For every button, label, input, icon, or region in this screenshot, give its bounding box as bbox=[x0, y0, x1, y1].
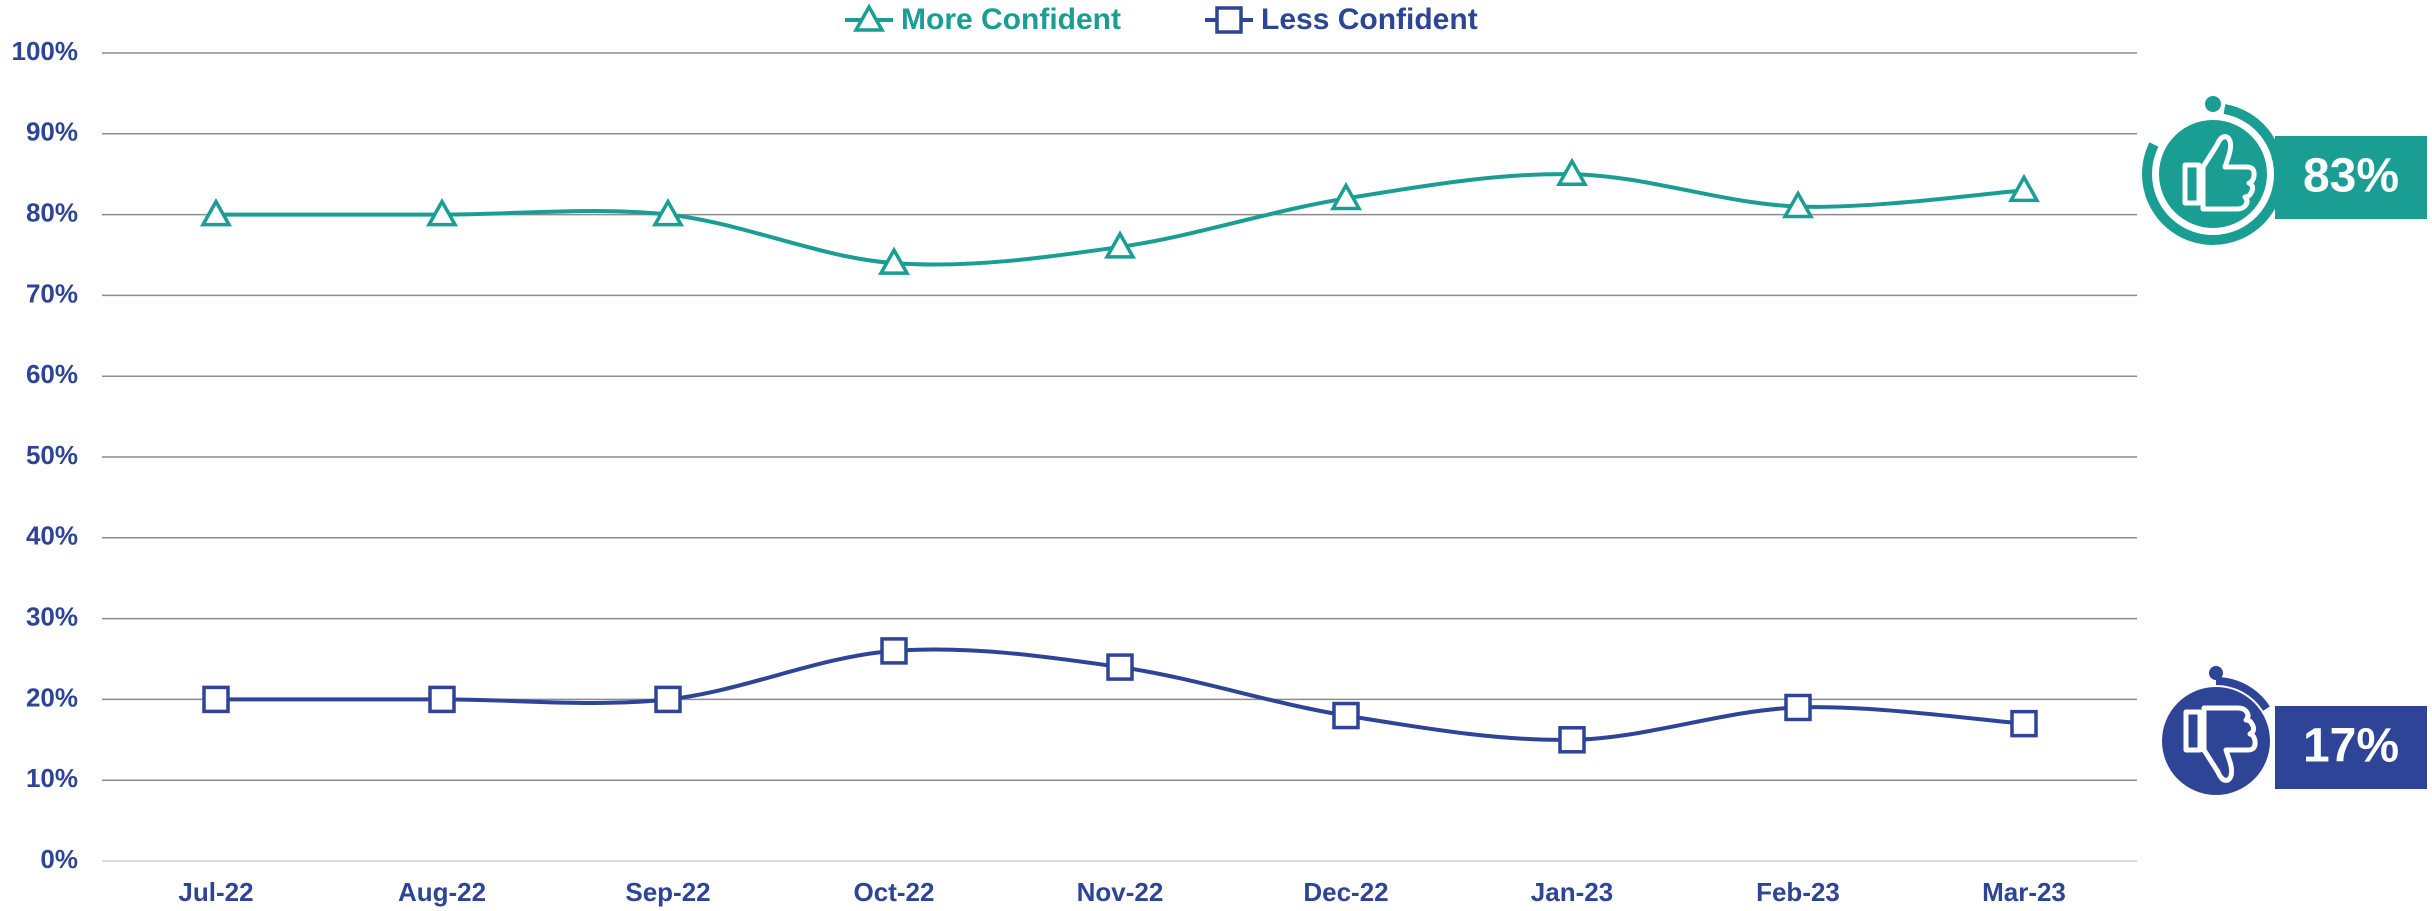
legend-label: Less Confident bbox=[1261, 3, 1478, 36]
data-point bbox=[1104, 230, 1136, 259]
data-point bbox=[1784, 693, 1812, 722]
y-tick-label: 40% bbox=[26, 521, 78, 551]
annotation: 83% bbox=[2303, 150, 2399, 203]
data-point bbox=[880, 637, 908, 665]
badge-ring bbox=[2152, 677, 2280, 805]
data-point bbox=[654, 685, 682, 714]
data-point bbox=[1558, 726, 1586, 754]
data-point bbox=[878, 246, 910, 275]
badge-dot bbox=[2209, 666, 2223, 680]
badge-down: 17% bbox=[2152, 666, 2427, 805]
data-point bbox=[426, 198, 458, 227]
data-point bbox=[2008, 173, 2040, 203]
x-tick-label: Jan-23 bbox=[1531, 877, 1613, 907]
badge-box bbox=[2275, 706, 2427, 789]
x-tick-label: Jul-22 bbox=[178, 877, 253, 907]
y-tick-label: 30% bbox=[26, 601, 78, 631]
data-point bbox=[428, 685, 456, 714]
y-tick-label: 80% bbox=[26, 197, 78, 227]
thumb-up-icon bbox=[2182, 134, 2257, 212]
data-point bbox=[2010, 709, 2038, 738]
badge-circle bbox=[2159, 120, 2267, 228]
data-point bbox=[652, 198, 684, 227]
badge-box bbox=[2275, 136, 2427, 219]
data-point bbox=[1332, 701, 1360, 730]
y-tick-label: 20% bbox=[26, 682, 78, 712]
data-point bbox=[1106, 653, 1134, 681]
legend-marker bbox=[853, 3, 885, 32]
y-tick-label: 60% bbox=[26, 359, 78, 389]
data-point bbox=[200, 198, 232, 227]
legend-label: More Confident bbox=[901, 3, 1121, 36]
data-point bbox=[1330, 181, 1362, 211]
x-tick-label: Sep-22 bbox=[625, 877, 710, 907]
x-tick-label: Nov-22 bbox=[1077, 877, 1164, 907]
x-tick-label: Mar-23 bbox=[1982, 877, 2066, 907]
x-tick-label: Dec-22 bbox=[1303, 877, 1388, 907]
legend-marker bbox=[1215, 6, 1243, 34]
data-point bbox=[202, 685, 230, 714]
x-tick-label: Oct-22 bbox=[854, 877, 935, 907]
x-tick-label: Feb-23 bbox=[1756, 877, 1840, 907]
data-point bbox=[1782, 189, 1814, 219]
y-tick-label: 0% bbox=[40, 844, 78, 874]
badge-dot bbox=[2205, 96, 2221, 112]
y-tick-label: 70% bbox=[26, 278, 78, 308]
annotation: 17% bbox=[2303, 720, 2399, 773]
x-tick-label: Aug-22 bbox=[398, 877, 486, 907]
y-tick-label: 90% bbox=[26, 117, 78, 147]
y-tick-label: 100% bbox=[12, 36, 79, 66]
badge-up: 83% bbox=[2142, 96, 2427, 245]
y-tick-label: 10% bbox=[26, 763, 78, 793]
y-tick-label: 50% bbox=[26, 440, 78, 470]
data-point bbox=[1556, 157, 1588, 186]
thumb-down-icon bbox=[2183, 705, 2258, 783]
